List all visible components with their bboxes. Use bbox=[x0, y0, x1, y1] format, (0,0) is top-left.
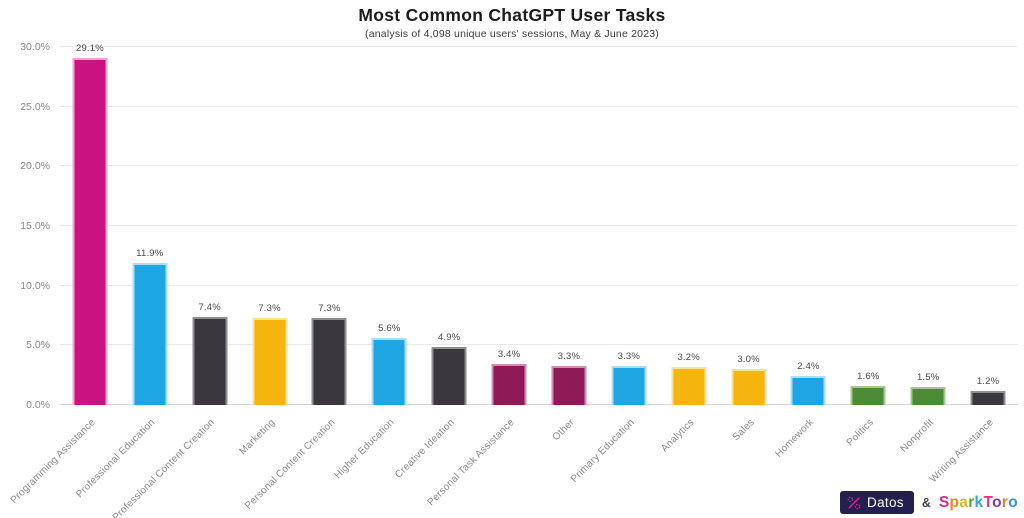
bar-value-label: 3.3% bbox=[557, 350, 581, 362]
bar-slot: 1.5% Nonprofit bbox=[898, 47, 958, 455]
chart-header: Most Common ChatGPT User Tasks (analysis… bbox=[0, 5, 1024, 40]
x-tick-label: Marketing bbox=[237, 417, 278, 458]
bar bbox=[551, 365, 587, 405]
bar-slot: 7.3% Marketing bbox=[237, 47, 300, 457]
y-tick-label: 30.0% bbox=[20, 41, 50, 53]
sparktoro-letter: k bbox=[974, 493, 984, 511]
y-axis: 0.0% 5.0% 10.0% 15.0% 20.0% 25.0% 30.0% bbox=[2, 41, 54, 411]
plot-area: 0.0% 5.0% 10.0% 15.0% 20.0% 25.0% 30.0% 29.1% P… bbox=[9, 41, 1018, 518]
x-tick-label: Creative Ideation bbox=[393, 417, 457, 481]
bar bbox=[72, 57, 108, 405]
bar-value-label: 1.6% bbox=[857, 370, 880, 382]
bar bbox=[431, 346, 467, 405]
datos-label: Datos bbox=[867, 495, 904, 510]
bar-slot: 3.0% Sales bbox=[719, 47, 779, 443]
chart-title: Most Common ChatGPT User Tasks bbox=[358, 5, 666, 25]
y-tick-label: 25.0% bbox=[20, 100, 50, 113]
bar-slot: 11.9% Professional Education bbox=[74, 47, 180, 500]
bar-value-label: 2.4% bbox=[797, 361, 820, 373]
bar-value-label: 7.4% bbox=[198, 301, 221, 313]
gridline-5 bbox=[60, 344, 1018, 346]
sparktoro-logo: SparkToro bbox=[939, 494, 1018, 512]
y-tick-label: 15.0% bbox=[20, 220, 50, 232]
x-tick-label: Politics bbox=[844, 417, 877, 449]
bar-slot: 7.3% Personal Content Creation bbox=[243, 47, 360, 512]
bar-value-label: 1.5% bbox=[916, 372, 940, 384]
bar bbox=[970, 390, 1006, 405]
x-tick-label: Analytics bbox=[659, 417, 697, 455]
bar-slot: 3.2% Analytics bbox=[659, 47, 719, 454]
x-tick-label: Homework bbox=[773, 417, 817, 460]
bar-value-label: 5.6% bbox=[378, 323, 401, 335]
bar-value-label: 11.9% bbox=[136, 248, 164, 259]
bar-slot: 3.4% Personal Task Assistance bbox=[426, 47, 539, 508]
bar-value-label: 3.4% bbox=[497, 349, 521, 361]
gridline-10 bbox=[60, 284, 1018, 286]
bar-value-label: 7.3% bbox=[318, 302, 341, 314]
bar bbox=[790, 376, 826, 405]
bar-value-label: 29.1% bbox=[75, 42, 104, 54]
x-tick-label: Professional Content Creation bbox=[111, 417, 218, 518]
sparktoro-letter: o bbox=[1008, 493, 1018, 511]
bar bbox=[671, 366, 707, 405]
y-tick-label: 5.0% bbox=[26, 339, 50, 352]
sparktoro-letter: r bbox=[968, 493, 975, 511]
bar bbox=[910, 387, 946, 405]
bar-series: 29.1% Programming Assistance 11.9% Professi… bbox=[9, 43, 1018, 518]
gridline-0 bbox=[60, 404, 1018, 405]
y-tick-label: 0.0% bbox=[26, 399, 50, 411]
bar-slot: 29.1% Programming Assistance bbox=[9, 43, 120, 506]
bar-slot: 4.9% Creative Ideation bbox=[393, 47, 479, 481]
x-tick-label: Other bbox=[550, 417, 577, 444]
sparktoro-letter: T bbox=[983, 493, 993, 511]
bar bbox=[252, 317, 288, 405]
bar-slot: 3.3% Other bbox=[539, 47, 599, 443]
x-tick-label: Nonprofit bbox=[898, 417, 936, 455]
x-tick-label: Higher Education bbox=[332, 417, 398, 482]
sparktoro-letter: a bbox=[959, 493, 969, 511]
bar-value-label: 7.3% bbox=[258, 302, 281, 314]
x-tick-label: Writing Assistance bbox=[927, 417, 996, 485]
bar-value-label: 3.0% bbox=[737, 354, 760, 366]
bar-value-label: 1.2% bbox=[976, 375, 1000, 387]
bar-slot: 1.2% Writing Assistance bbox=[928, 47, 1018, 485]
bar bbox=[132, 263, 168, 405]
bar-value-label: 4.9% bbox=[437, 331, 461, 343]
bar-slot: 1.6% Politics bbox=[838, 47, 898, 448]
sparktoro-letter: o bbox=[992, 493, 1002, 511]
chart-subtitle: (analysis of 4,098 unique users' session… bbox=[365, 28, 659, 40]
x-tick-label: Sales bbox=[730, 417, 757, 444]
footer-logos: Datos & SparkToro bbox=[840, 491, 1018, 514]
y-tick-label: 20.0% bbox=[20, 160, 50, 173]
y-tick-label: 10.0% bbox=[20, 279, 50, 292]
bar-slot: 5.6% Higher Education bbox=[333, 47, 419, 481]
bar bbox=[850, 385, 886, 405]
gridline-30 bbox=[60, 46, 1018, 47]
sparktoro-letter: p bbox=[949, 493, 960, 511]
bar-value-label: 3.3% bbox=[617, 350, 641, 362]
bar bbox=[192, 316, 228, 405]
x-tick-label: Primary Education bbox=[568, 417, 637, 485]
bar bbox=[311, 317, 347, 405]
bar-slot: 3.3% Primary Education bbox=[569, 47, 659, 485]
datos-logo: Datos bbox=[840, 491, 914, 514]
datos-percent-icon bbox=[847, 496, 861, 509]
ampersand: & bbox=[921, 495, 931, 510]
gridline-25 bbox=[60, 105, 1018, 107]
bar bbox=[611, 365, 647, 405]
bar bbox=[731, 369, 767, 405]
bar-slot: 7.4% Professional Content Creation bbox=[111, 47, 240, 518]
bar bbox=[491, 364, 527, 405]
bar bbox=[371, 338, 407, 405]
sparktoro-letter: S bbox=[938, 493, 950, 511]
sparktoro-letter: r bbox=[1001, 493, 1009, 511]
gridline-15 bbox=[60, 225, 1018, 226]
bar-value-label: 3.2% bbox=[677, 351, 700, 363]
bar-slot: 2.4% Homework bbox=[774, 47, 839, 460]
gridline-20 bbox=[60, 165, 1018, 167]
